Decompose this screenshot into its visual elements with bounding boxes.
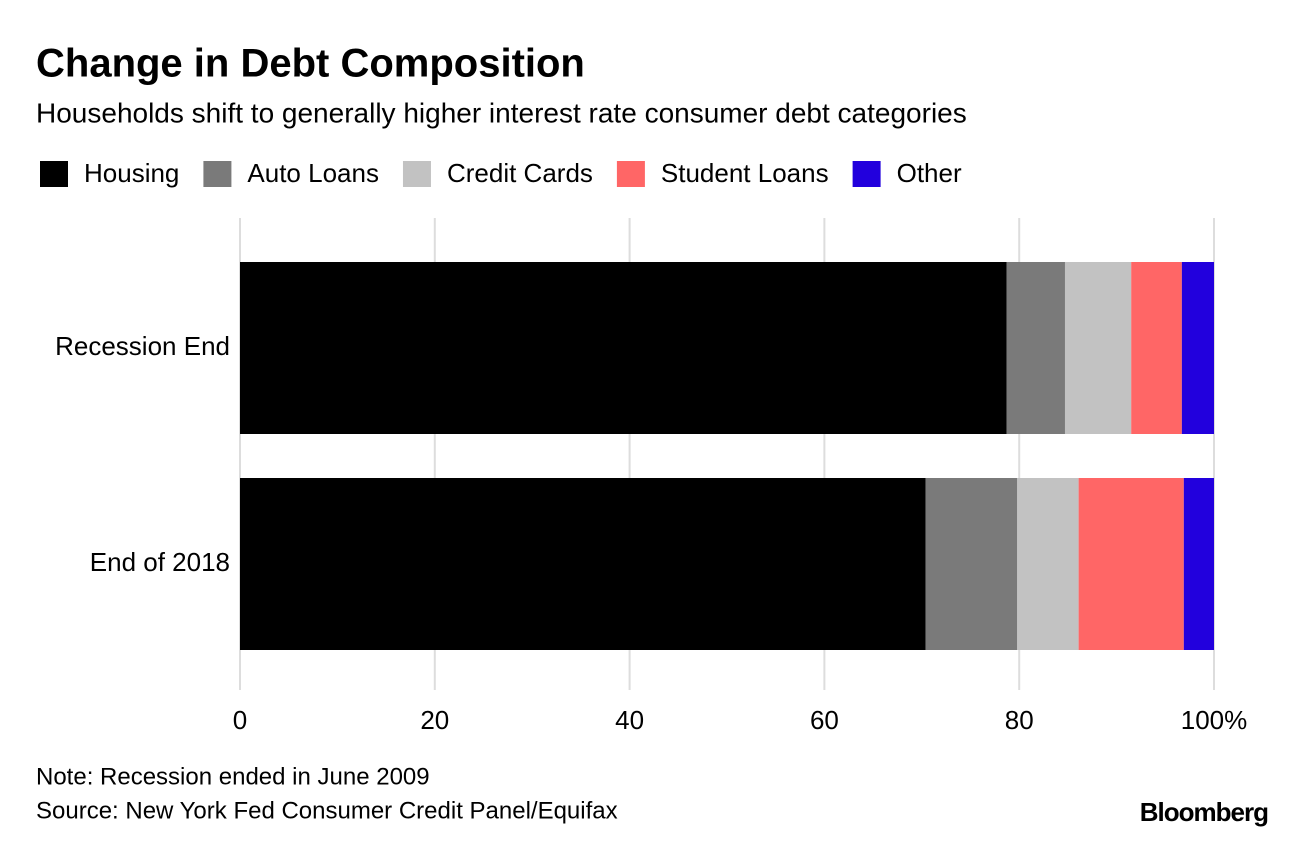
legend-swatch [402,161,431,187]
bar-segment [240,478,926,650]
bar-segment [1078,478,1184,650]
legend-swatch [40,161,68,187]
legend-label: Auto Loans [247,158,379,188]
legend-swatch [616,161,645,187]
bar-segment [925,478,1018,650]
legend-swatch [852,161,881,187]
chart-subtitle: Households shift to generally higher int… [36,97,967,128]
x-tick-label: 60 [810,705,839,735]
x-tick-label: 40 [615,705,644,735]
bar-segment [1006,262,1065,434]
legend-swatch [203,161,232,187]
bar-segment [240,262,1007,434]
x-tick-label: 100% [1181,705,1248,735]
legend-label: Housing [84,158,179,188]
category-label: End of 2018 [90,547,230,577]
note: Note: Recession ended in June 2009 [36,763,430,790]
bar-segment [1064,262,1132,434]
bar-segment [1017,478,1079,650]
legend-label: Other [897,158,962,188]
legend-label: Credit Cards [447,158,593,188]
bar-segment [1181,262,1214,434]
category-label: Recession End [55,331,230,361]
bar-segment [1131,262,1182,434]
legend-label: Student Loans [661,158,829,188]
source: Source: New York Fed Consumer Credit Pan… [36,797,618,824]
brand: Bloomberg [1140,797,1268,827]
chart-title: Change in Debt Composition [36,42,585,86]
bar-segment [1183,478,1214,650]
x-tick-label: 80 [1005,705,1034,735]
x-tick-label: 20 [420,705,449,735]
x-tick-label: 0 [233,705,247,735]
